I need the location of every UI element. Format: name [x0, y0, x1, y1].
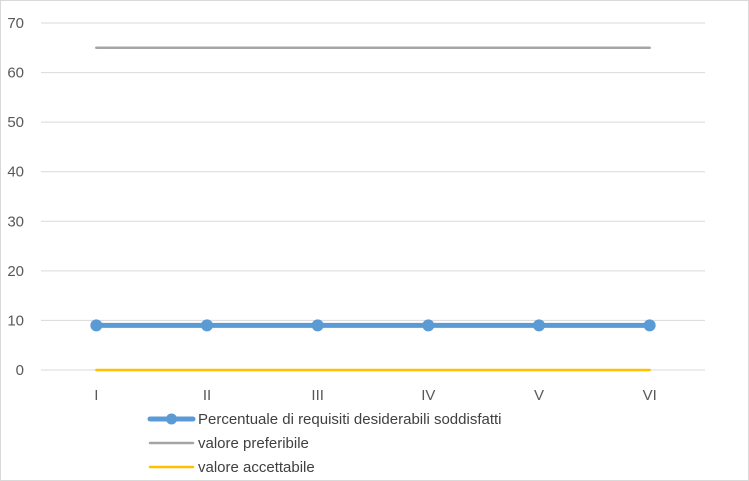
legend-marker — [166, 413, 177, 425]
x-tick-label: II — [203, 387, 211, 404]
x-tick-label: III — [311, 387, 324, 404]
y-tick-label: 0 — [16, 362, 24, 379]
y-tick-label: 50 — [7, 114, 24, 131]
legend-label: valore preferibile — [198, 435, 309, 452]
y-tick-label: 10 — [7, 312, 24, 329]
x-tick-label: IV — [421, 387, 435, 404]
y-tick-label: 40 — [7, 164, 24, 181]
data-point — [201, 319, 213, 332]
y-tick-label: 70 — [7, 15, 24, 32]
y-tick-label: 20 — [7, 263, 24, 280]
data-point — [422, 319, 435, 332]
y-tick-label: 30 — [7, 213, 24, 230]
data-point — [533, 319, 545, 332]
x-tick-label: V — [534, 387, 544, 404]
legend-label: Percentuale di requisiti desiderabili so… — [198, 411, 502, 428]
data-point — [90, 319, 103, 332]
x-tick-label: VI — [643, 387, 657, 404]
data-point — [643, 319, 656, 332]
x-tick-label: I — [94, 387, 98, 404]
legend-label: valore accettabile — [198, 459, 315, 476]
data-point — [311, 319, 324, 332]
y-tick-label: 60 — [7, 65, 24, 82]
